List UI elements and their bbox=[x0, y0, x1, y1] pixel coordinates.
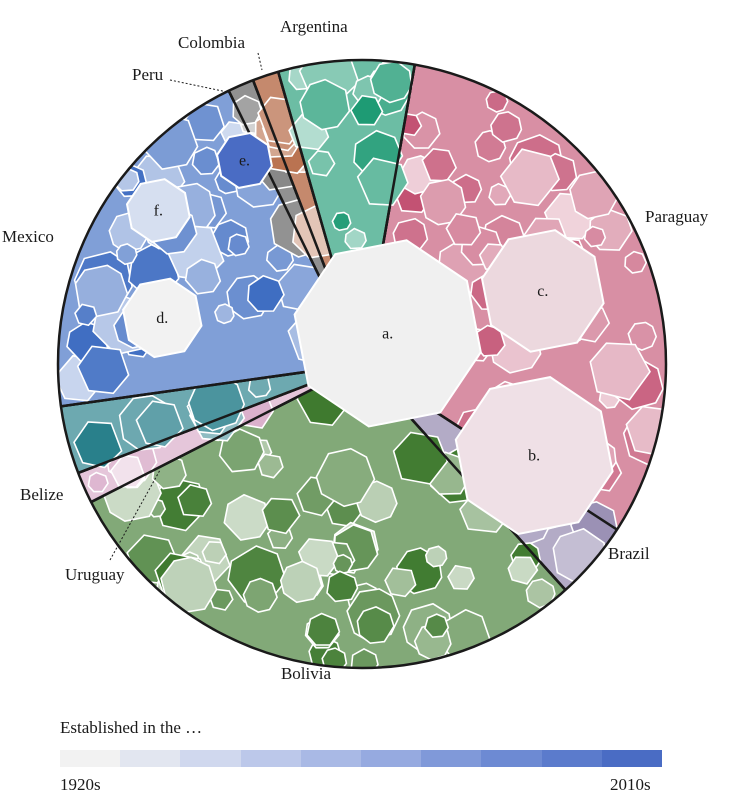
cell-bolivia bbox=[447, 564, 475, 590]
region-bolivia bbox=[71, 362, 581, 668]
cell-argentina bbox=[344, 227, 367, 250]
annotated-cell-e bbox=[216, 131, 273, 189]
legend-title: Established in the … bbox=[60, 718, 203, 737]
legend-swatch-5 bbox=[361, 750, 422, 767]
annotation-label: c. bbox=[537, 283, 548, 300]
label-argentina: Argentina bbox=[280, 17, 348, 36]
cell-argentina bbox=[299, 78, 351, 131]
cell-mexico bbox=[247, 274, 285, 313]
legend-swatch-2 bbox=[180, 750, 241, 767]
leader-uruguay bbox=[109, 469, 161, 561]
cell-bolivia bbox=[201, 540, 228, 565]
label-mexico: Mexico bbox=[2, 227, 54, 246]
annotation-label: f. bbox=[154, 203, 163, 220]
legend-swatch-3 bbox=[240, 750, 301, 767]
leader-peru bbox=[169, 79, 233, 94]
legend-swatch-9 bbox=[601, 750, 663, 767]
cell-mexico bbox=[115, 243, 138, 266]
label-belize: Belize bbox=[20, 485, 63, 504]
cell-bolivia bbox=[384, 567, 417, 598]
cell-bolivia bbox=[326, 570, 359, 603]
annotation-label: d. bbox=[156, 310, 168, 327]
legend-color-scale bbox=[60, 750, 663, 767]
label-peru: Peru bbox=[132, 65, 164, 84]
cell-bolivia bbox=[242, 577, 278, 613]
cell-mexico bbox=[74, 264, 129, 318]
cell-bolivia bbox=[223, 493, 271, 541]
annotated-cells-layer bbox=[122, 131, 614, 536]
leader-colombia bbox=[257, 52, 263, 71]
cell-bolivia bbox=[424, 545, 448, 568]
label-paraguay: Paraguay bbox=[645, 207, 709, 226]
cell-bolivia bbox=[160, 556, 218, 614]
annotation-label: a. bbox=[382, 325, 393, 342]
cell-bolivia bbox=[315, 447, 376, 508]
annotated-cell-b bbox=[454, 376, 614, 536]
annotation-label: e. bbox=[239, 152, 250, 169]
legend-swatch-6 bbox=[421, 750, 482, 767]
legend-swatch-4 bbox=[300, 750, 362, 767]
outer-circle bbox=[56, 58, 668, 670]
legend-min-label: 1920s bbox=[60, 775, 101, 794]
cell-belize bbox=[73, 421, 123, 469]
cell-bolivia bbox=[279, 560, 323, 604]
cell-paraguay bbox=[499, 148, 561, 207]
region-argentina bbox=[271, 60, 420, 365]
annotated-cell-c bbox=[480, 229, 605, 353]
legend-swatch-7 bbox=[481, 750, 542, 767]
cell-paraguay bbox=[589, 342, 651, 401]
cell-paraguay bbox=[627, 321, 658, 351]
cell-bolivia bbox=[507, 556, 539, 585]
cell-bolivia bbox=[177, 484, 213, 518]
label-bolivia: Bolivia bbox=[281, 664, 332, 683]
annotation-label: b. bbox=[528, 448, 540, 465]
cell-bolivia bbox=[218, 428, 265, 473]
cell-peru bbox=[232, 94, 263, 126]
cell-bolivia bbox=[424, 613, 450, 639]
cell-paraguay bbox=[583, 225, 607, 248]
cell-argentina bbox=[349, 94, 384, 126]
cell-bolivia bbox=[356, 606, 395, 645]
cell-paraguay bbox=[490, 110, 523, 143]
cell-mexico bbox=[74, 303, 98, 327]
cell-mexico bbox=[214, 303, 235, 325]
legend-max-label: 2010s bbox=[610, 775, 651, 794]
legend-swatch-8 bbox=[541, 750, 602, 767]
voronoi-chart: Paraguay Brazil Bolivia Uruguay Belize Mexico… bbox=[2, 17, 709, 683]
cell-mexico bbox=[191, 146, 221, 176]
legend-swatch-0 bbox=[60, 750, 121, 767]
cell-paraguay bbox=[624, 250, 648, 274]
annotated-cell-d bbox=[122, 277, 203, 359]
cell-paraguay bbox=[485, 89, 509, 113]
cell-argentina bbox=[307, 150, 336, 177]
leader-lines bbox=[109, 52, 263, 561]
cell-mexico bbox=[227, 233, 250, 257]
cell-bolivia bbox=[261, 497, 301, 535]
cell-argentina bbox=[331, 211, 352, 232]
annotated-cell-a bbox=[293, 239, 482, 428]
cell-mexico bbox=[184, 258, 222, 295]
cell-bolivia bbox=[350, 647, 379, 668]
cell-paraguay bbox=[569, 170, 619, 220]
cell-argentina bbox=[369, 60, 413, 104]
label-brazil: Brazil bbox=[608, 544, 650, 563]
cell-bolivia bbox=[306, 612, 341, 646]
cell-belize bbox=[135, 400, 184, 448]
label-uruguay: Uruguay bbox=[65, 565, 125, 584]
region-labels: Paraguay Brazil Bolivia Uruguay Belize Mexico… bbox=[2, 17, 709, 683]
annotated-cell-f bbox=[125, 178, 191, 243]
label-colombia: Colombia bbox=[178, 33, 246, 52]
cell-mexico bbox=[76, 345, 130, 395]
cell-bolivia bbox=[332, 553, 354, 575]
cell-uruguay bbox=[87, 471, 109, 493]
legend-swatch-1 bbox=[120, 750, 181, 767]
annotation-labels: a. b. c. d. e. f. bbox=[154, 152, 549, 464]
cell-paraguay bbox=[445, 213, 482, 246]
